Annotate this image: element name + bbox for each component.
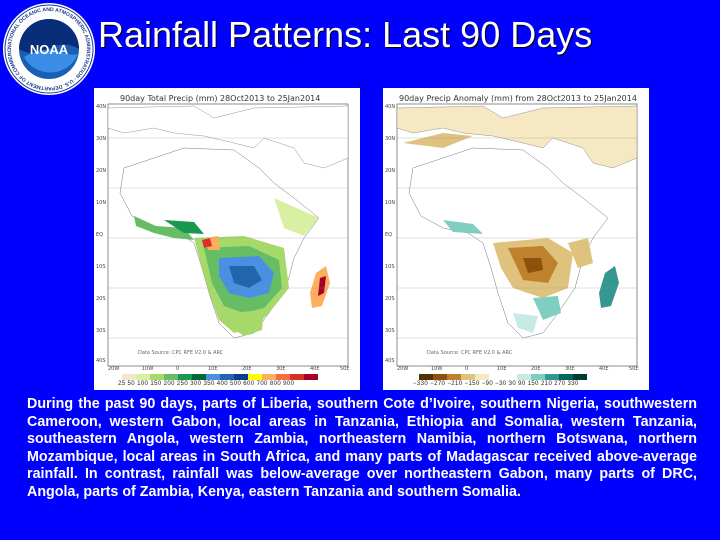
total-precip-map-credit: Data Source: CPC RFE V2.0 & ARC <box>138 350 224 356</box>
lon-label: 10W <box>142 366 154 372</box>
lon-label: 20E <box>242 366 252 372</box>
total-precip-map-image <box>107 103 349 367</box>
total-precip-colorbar-labels: 25 50 100 150 200 250 300 350 400 500 60… <box>118 381 295 387</box>
precip-anomaly-map-title: 90day Precip Anomaly (mm) from 28Oct2013… <box>399 94 637 103</box>
lon-label: 40E <box>310 366 320 372</box>
lon-label: 30E <box>565 366 575 372</box>
page-title: Rainfall Patterns: Last 90 Days <box>98 14 593 55</box>
lat-label: EQ <box>96 232 104 238</box>
total-precip-colorbar-swatch <box>220 374 234 380</box>
precip-anomaly-map: 90day Precip Anomaly (mm) from 28Oct2013… <box>383 88 649 390</box>
lon-label: 40E <box>599 366 609 372</box>
total-precip-colorbar <box>122 374 318 380</box>
lon-label: 10W <box>431 366 443 372</box>
lat-label: EQ <box>385 232 393 238</box>
lat-label: 40N <box>385 104 396 110</box>
lat-label: 30N <box>385 136 396 142</box>
precip-anomaly-colorbar-swatch <box>545 374 559 380</box>
precip-anomaly-colorbar-swatch <box>433 374 447 380</box>
lat-label: 10N <box>385 200 396 206</box>
lat-label: 30S <box>96 328 106 334</box>
precip-anomaly-colorbar-swatch <box>503 374 517 380</box>
total-precip-colorbar-swatch <box>290 374 304 380</box>
precip-anomaly-colorbar-swatch <box>419 374 433 380</box>
lat-label: 10N <box>96 200 107 206</box>
total-precip-colorbar-swatch <box>248 374 262 380</box>
lat-label: 30S <box>385 328 395 334</box>
lon-label: 10E <box>208 366 218 372</box>
precip-anomaly-colorbar-swatch <box>573 374 587 380</box>
total-precip-map: 90day Total Precip (mm) 28Oct2013 to 25J… <box>94 88 360 390</box>
precip-anomaly-colorbar-swatch <box>461 374 475 380</box>
precip-anomaly-colorbar <box>419 374 587 380</box>
total-precip-colorbar-swatch <box>178 374 192 380</box>
lat-label: 40S <box>96 358 106 364</box>
total-precip-map-title: 90day Total Precip (mm) 28Oct2013 to 25J… <box>120 94 321 103</box>
total-precip-colorbar-swatch <box>234 374 248 380</box>
precip-anomaly-colorbar-swatch <box>559 374 573 380</box>
precip-anomaly-map-credit: Data Source: CPC RFE V2.0 & ARC <box>427 350 513 356</box>
total-precip-colorbar-swatch <box>122 374 136 380</box>
precip-anomaly-colorbar-swatch <box>489 374 503 380</box>
lon-label: 10E <box>497 366 507 372</box>
precip-anomaly-map-image <box>396 103 638 367</box>
lon-label: 20E <box>531 366 541 372</box>
precip-anomaly-colorbar-swatch <box>531 374 545 380</box>
precip-anomaly-colorbar-labels: −330 −270 −210 −150 −90 −30 30 90 150 21… <box>413 381 579 387</box>
total-precip-colorbar-swatch <box>192 374 206 380</box>
lon-label: 30E <box>276 366 286 372</box>
lat-label: 40N <box>96 104 107 110</box>
total-precip-colorbar-swatch <box>164 374 178 380</box>
precip-anomaly-colorbar-swatch <box>447 374 461 380</box>
total-precip-colorbar-swatch <box>276 374 290 380</box>
lon-label: 50E <box>340 366 350 372</box>
precip-anomaly-colorbar-swatch <box>517 374 531 380</box>
lat-label: 10S <box>96 264 106 270</box>
noaa-logo: NOAA NATIONAL OCEANIC AND ATMOSPHERIC AD… <box>0 0 96 96</box>
lon-label: 0 <box>176 366 180 372</box>
lat-label: 30N <box>96 136 107 142</box>
lon-label: 20W <box>108 366 120 372</box>
total-precip-colorbar-swatch <box>150 374 164 380</box>
precip-anomaly-colorbar-swatch <box>475 374 489 380</box>
total-precip-colorbar-swatch <box>206 374 220 380</box>
noaa-logo-icon: NOAA NATIONAL OCEANIC AND ATMOSPHERIC AD… <box>0 0 95 95</box>
total-precip-colorbar-swatch <box>136 374 150 380</box>
total-precip-colorbar-swatch <box>262 374 276 380</box>
lon-label: 0 <box>465 366 469 372</box>
lat-label: 40S <box>385 358 395 364</box>
svg-text:NOAA: NOAA <box>30 42 69 57</box>
lat-label: 20S <box>96 296 106 302</box>
lon-label: 20W <box>397 366 409 372</box>
lat-label: 20N <box>385 168 396 174</box>
summary-text: During the past 90 days, parts of Liberi… <box>27 396 697 500</box>
lat-label: 20S <box>385 296 395 302</box>
lat-label: 10S <box>385 264 395 270</box>
total-precip-colorbar-swatch <box>304 374 318 380</box>
lon-label: 50E <box>629 366 639 372</box>
lat-label: 20N <box>96 168 107 174</box>
